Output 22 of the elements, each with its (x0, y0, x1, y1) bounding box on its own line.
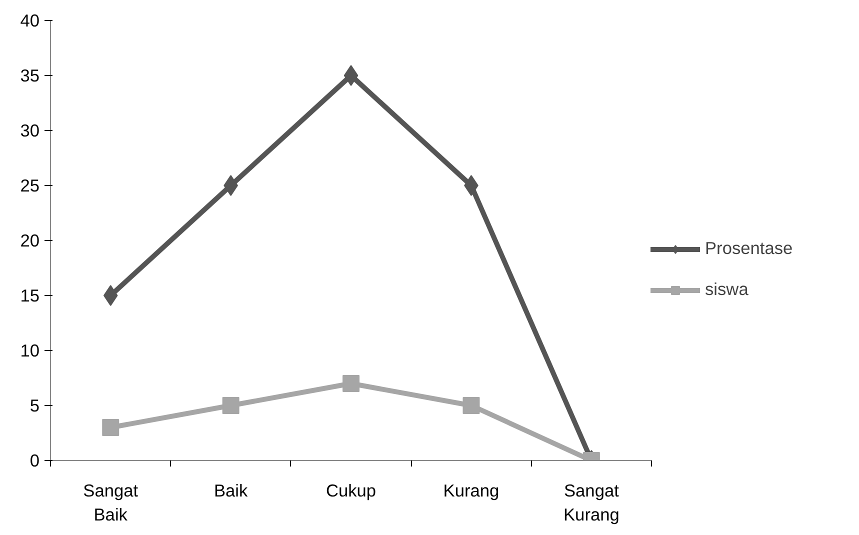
x-tick-label: Sangat Kurang (564, 480, 620, 524)
x-tick-label: Baik (214, 480, 248, 500)
x-tick-label: Sangat Baik (83, 480, 138, 524)
x-tick-label: Kurang (443, 480, 500, 500)
point (344, 65, 358, 86)
y-tick-label: 5 (30, 396, 40, 416)
y-tick-label: 10 (20, 340, 40, 360)
y-tick-label: 20 (20, 230, 40, 250)
y-tick-label: 0 (30, 450, 40, 470)
x-tick-label: Cukup (326, 480, 376, 500)
point (342, 375, 360, 392)
y-tick-label: 35 (20, 66, 40, 86)
point (462, 397, 480, 414)
legend-label: Prosentase (705, 238, 793, 259)
y-tick-label: 15 (20, 286, 40, 306)
legend-label: siswa (705, 279, 748, 300)
y-tick-label: 30 (20, 120, 40, 140)
y-tick-label: 40 (20, 10, 40, 30)
point (103, 285, 118, 306)
y-tick-label: 25 (20, 176, 40, 196)
point (222, 397, 240, 414)
point (102, 419, 120, 436)
